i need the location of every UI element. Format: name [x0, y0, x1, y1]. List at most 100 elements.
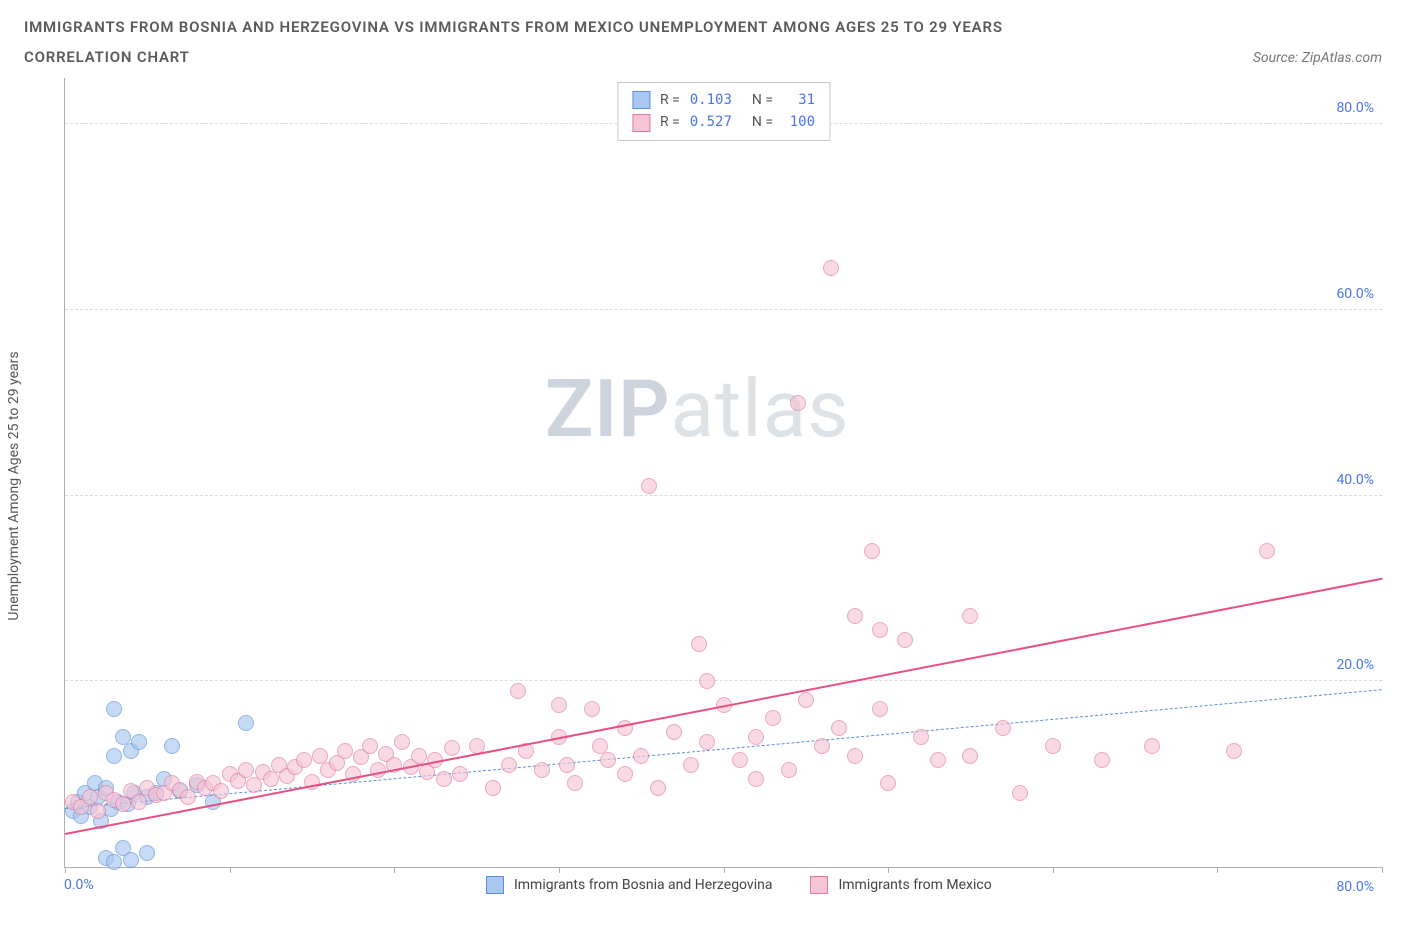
data-point	[139, 845, 155, 861]
data-point	[106, 854, 122, 870]
y-tick-label: 40.0%	[1336, 472, 1374, 488]
data-point	[872, 622, 888, 638]
x-tick	[1217, 867, 1218, 873]
x-tick	[1053, 867, 1054, 873]
data-point	[1259, 543, 1275, 559]
legend-label: Immigrants from Bosnia and Herzegovina	[514, 877, 773, 893]
data-point	[732, 752, 748, 768]
data-point	[790, 395, 806, 411]
data-point	[872, 701, 888, 717]
stats-row: R = 0.103 N = 31	[632, 89, 815, 111]
data-point	[913, 729, 929, 745]
series-swatch	[632, 114, 650, 132]
data-point	[930, 752, 946, 768]
series-swatch	[632, 91, 650, 109]
data-point	[617, 766, 633, 782]
data-point	[1094, 752, 1110, 768]
n-label: N =	[752, 89, 773, 111]
x-tick	[394, 867, 395, 873]
y-tick-label: 80.0%	[1336, 100, 1374, 116]
chart-title-line2: CORRELATION CHART	[24, 48, 190, 66]
legend-bottom: Immigrants from Bosnia and Herzegovina Im…	[486, 876, 1020, 894]
data-point	[411, 748, 427, 764]
data-point	[238, 762, 254, 778]
data-point	[650, 780, 666, 796]
data-point	[501, 757, 517, 773]
r-label: R =	[660, 111, 680, 133]
data-point	[864, 543, 880, 559]
x-tick	[724, 867, 725, 873]
data-point	[164, 738, 180, 754]
data-point	[600, 752, 616, 768]
stats-row: R =0.527N =100	[632, 111, 815, 133]
source-label: Source: ZipAtlas.com	[1253, 50, 1382, 66]
data-point	[584, 701, 600, 717]
y-axis-label: Unemployment Among Ages 25 to 29 years	[6, 351, 22, 620]
data-point	[238, 715, 254, 731]
data-point	[683, 757, 699, 773]
trend-line	[65, 577, 1382, 834]
data-point	[1144, 738, 1160, 754]
data-point	[823, 260, 839, 276]
data-point	[444, 740, 460, 756]
gridline	[65, 309, 1382, 310]
data-point	[798, 692, 814, 708]
data-point	[699, 673, 715, 689]
data-point	[106, 701, 122, 717]
gridline	[65, 495, 1382, 496]
chart-container: Unemployment Among Ages 25 to 29 years Z…	[24, 78, 1382, 894]
data-point	[337, 743, 353, 759]
data-point	[263, 771, 279, 787]
data-point	[559, 757, 575, 773]
data-point	[962, 608, 978, 624]
legend-label: Immigrants from Mexico	[838, 877, 991, 893]
r-value: 0.527	[690, 111, 732, 133]
legend-swatch	[810, 876, 828, 894]
data-point	[1045, 738, 1061, 754]
watermark: ZIPatlas	[545, 362, 850, 456]
plot-area: ZIPatlas R =0.103N =31R =0.527N =100 80.…	[64, 78, 1382, 868]
data-point	[1226, 743, 1242, 759]
gridline	[65, 680, 1382, 681]
data-point	[180, 789, 196, 805]
data-point	[296, 752, 312, 768]
data-point	[847, 608, 863, 624]
data-point	[617, 720, 633, 736]
data-point	[394, 734, 410, 750]
data-point	[131, 734, 147, 750]
data-point	[123, 852, 139, 868]
data-point	[897, 632, 913, 648]
data-point	[510, 683, 526, 699]
chart-title-line1: IMMIGRANTS FROM BOSNIA AND HERZEGOVINA V…	[24, 18, 1382, 36]
x-tick	[65, 867, 66, 873]
y-tick-label: 20.0%	[1336, 657, 1374, 673]
r-label: R =	[660, 89, 680, 111]
n-label: N =	[752, 111, 773, 133]
stats-legend-box: R =0.103N =31R =0.527N =100	[617, 82, 830, 141]
data-point	[641, 478, 657, 494]
x-tick	[888, 867, 889, 873]
data-point	[691, 636, 707, 652]
x-tick	[1382, 867, 1383, 873]
data-point	[452, 766, 468, 782]
data-point	[814, 738, 830, 754]
data-point	[90, 803, 106, 819]
data-point	[666, 724, 682, 740]
data-point	[748, 729, 764, 745]
data-point	[995, 720, 1011, 736]
n-value: 31	[783, 89, 815, 111]
x-max-label: 80.0%	[1336, 879, 1374, 895]
data-point	[436, 771, 452, 787]
x-zero-label: 0.0%	[64, 877, 94, 893]
data-point	[131, 794, 147, 810]
legend-swatch	[486, 876, 504, 894]
data-point	[831, 720, 847, 736]
data-point	[362, 738, 378, 754]
data-point	[213, 783, 229, 799]
data-point	[1012, 785, 1028, 801]
data-point	[567, 775, 583, 791]
r-value: 0.103	[690, 89, 732, 111]
data-point	[633, 748, 649, 764]
data-point	[962, 748, 978, 764]
x-tick	[230, 867, 231, 873]
